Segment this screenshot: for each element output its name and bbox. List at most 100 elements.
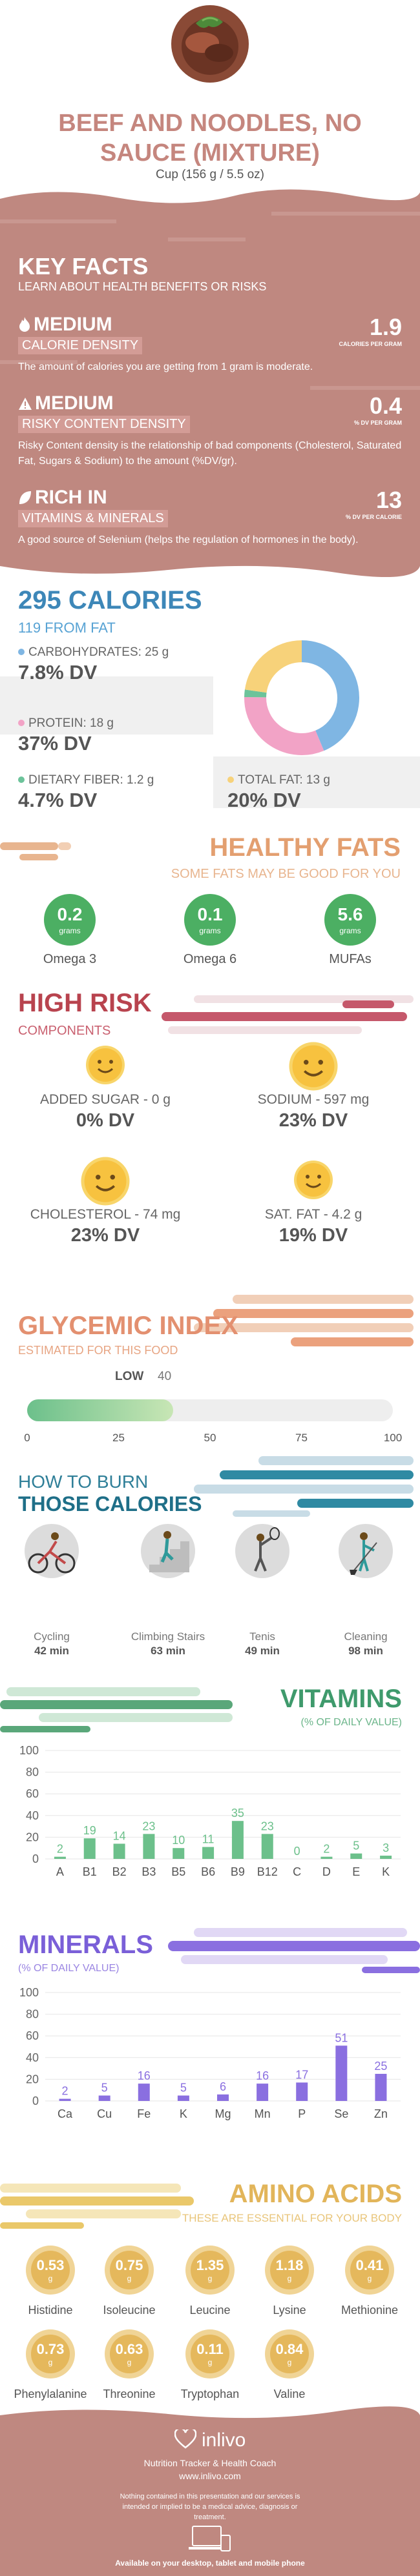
decor-stripes xyxy=(0,842,71,860)
bar-B12 xyxy=(261,1834,273,1859)
header: BEEF AND NOODLES, NO SAUCE (MIXTURE) Cup… xyxy=(0,0,420,181)
amino-badge-inner xyxy=(31,2251,70,2289)
bar-value-label: 6 xyxy=(220,2080,226,2093)
glycemic-level: LOW xyxy=(115,1370,144,1383)
bar-value-label: 14 xyxy=(113,1829,126,1842)
cyclist-icon xyxy=(25,1524,79,1578)
donut-slice-carbohydrates xyxy=(301,640,359,751)
amino-name: Methionine xyxy=(341,2304,399,2317)
footer-tagline: Nutrition Tracker & Health Coach xyxy=(143,2458,277,2468)
y-tick-label: 60 xyxy=(26,1787,39,1800)
category-label: Cu xyxy=(97,2107,112,2120)
calories-section: 295 CALORIES 119 FROM FAT CARBOHYDRATES:… xyxy=(0,581,420,826)
vitamins-subtitle: (% OF DAILY VALUE) xyxy=(300,1717,402,1728)
fact-value: 0.4 xyxy=(369,392,402,419)
nutrient-label: CARBOHYDRATES: 25 g xyxy=(28,645,169,659)
bar-P xyxy=(296,2082,308,2101)
amino-badge-inner xyxy=(110,2335,149,2373)
nutrient-dv: 7.8% DV xyxy=(18,661,98,684)
nutrient-fiber: DIETARY FIBER: 1.2 g 4.7% DV xyxy=(18,773,154,812)
amino-unit: g xyxy=(127,2274,132,2283)
tennis-icon xyxy=(235,1524,289,1578)
amino-name: Threonine xyxy=(103,2388,156,2400)
nutrient-dv: 20% DV xyxy=(227,789,301,811)
warning-icon xyxy=(19,398,32,410)
bar-B3 xyxy=(143,1834,155,1859)
category-label: Ca xyxy=(58,2107,73,2120)
category-label: K xyxy=(382,1865,390,1878)
leaf-icon xyxy=(19,491,31,504)
decor-stripes xyxy=(0,2184,194,2229)
amino-badge: 0.73 g xyxy=(26,2329,75,2378)
fact-unit: % DV PER GRAM xyxy=(353,420,402,426)
cleaning-icon xyxy=(339,1524,393,1578)
amino-badge: 0.63 g xyxy=(105,2329,154,2378)
bar-A xyxy=(54,1856,66,1859)
bar-value-label: 11 xyxy=(202,1833,215,1846)
fat-name: Omega 6 xyxy=(183,952,237,966)
healthy-fats-section: HEALTHY FATS SOME FATS MAY BE GOOD FOR Y… xyxy=(0,829,420,984)
wave-divider xyxy=(0,565,420,579)
amino-unit: g xyxy=(207,2358,213,2367)
fat-badge: 0.2 grams xyxy=(44,894,96,946)
key-facts-title: KEY FACTS xyxy=(18,253,149,279)
flame-icon xyxy=(19,317,30,332)
decor-stripes xyxy=(194,1295,414,1346)
healthy-fats-title: HEALTHY FATS xyxy=(209,833,401,862)
amino-name: Tryptophan xyxy=(180,2388,240,2400)
donut-slice-protein xyxy=(244,696,324,755)
bar-Se xyxy=(335,2045,348,2101)
wave-divider xyxy=(0,2406,420,2424)
bar-value-label: 51 xyxy=(335,2031,348,2044)
bar-value-label: 19 xyxy=(83,1824,96,1837)
bar-value-label: 16 xyxy=(256,2069,269,2082)
amino-subtitle: THESE ARE ESSENTIAL FOR YOUR BODY xyxy=(182,2212,402,2224)
amino-value: 0.84 xyxy=(275,2341,304,2357)
bar-E xyxy=(350,1853,362,1859)
y-tick-label: 80 xyxy=(26,1766,39,1779)
devices-icon xyxy=(189,2526,231,2551)
bar-B2 xyxy=(113,1843,125,1859)
burn-section: HOW TO BURN THOSE CALORIES Cycling 42 min… xyxy=(0,1452,420,1665)
fact-level: RICH IN xyxy=(35,487,107,508)
amino-badge-inner xyxy=(110,2251,149,2289)
decor-stripes xyxy=(162,995,414,1034)
legend-dot xyxy=(18,649,25,655)
fat-value: 0.2 xyxy=(57,904,83,924)
amino-badge-inner xyxy=(270,2335,309,2373)
amino-value: 1.35 xyxy=(196,2257,224,2273)
decor-stripes xyxy=(194,1456,414,1517)
nutrient-dv: 4.7% DV xyxy=(18,789,98,811)
amino-badge-inner xyxy=(350,2251,389,2289)
category-label: Se xyxy=(334,2107,348,2120)
bar-value-label: 23 xyxy=(261,1820,274,1832)
wave-divider xyxy=(0,189,420,212)
footer-brand: inlivo xyxy=(201,2429,246,2451)
calories-title: 295 CALORIES xyxy=(18,586,202,614)
y-tick-label: 100 xyxy=(19,1986,39,1999)
bar-value-label: 23 xyxy=(142,1820,155,1832)
fact-level: MEDIUM xyxy=(35,392,114,414)
amino-badge-inner xyxy=(270,2251,309,2289)
glycemic-section: GLYCEMIC INDEX ESTIMATED FOR THIS FOOD L… xyxy=(0,1284,420,1452)
high-risk-section: HIGH RISK COMPONENTS ADDED SUGAR - 0 g 0%… xyxy=(0,988,420,1284)
burn-activity: Climbing Stairs xyxy=(131,1630,205,1643)
legend-dot xyxy=(18,720,25,726)
amino-unit: g xyxy=(367,2274,372,2283)
amino-name: Isoleucine xyxy=(103,2304,156,2317)
bar-value-label: 16 xyxy=(138,2069,151,2082)
fact-description: Risky Content density is the relationshi… xyxy=(18,440,402,467)
fat-unit: grams xyxy=(199,926,221,935)
footer-url[interactable]: www.inlivo.com xyxy=(179,2471,241,2481)
risk-label: ADDED SUGAR - 0 g xyxy=(40,1092,171,1107)
heart-logo-icon xyxy=(174,2428,196,2449)
amino-badge: 1.35 g xyxy=(185,2246,235,2295)
bar-value-label: 2 xyxy=(323,1843,330,1856)
category-label: B6 xyxy=(201,1865,215,1878)
burn-time: 49 min xyxy=(245,1645,280,1657)
amino-badge: 0.53 g xyxy=(26,2246,75,2295)
footer-brand-row: inlivo xyxy=(0,2428,420,2451)
glycemic-tick: 100 xyxy=(383,1432,403,1444)
amino-value: 0.53 xyxy=(36,2257,65,2273)
fat-name: MUFAs xyxy=(329,952,372,966)
